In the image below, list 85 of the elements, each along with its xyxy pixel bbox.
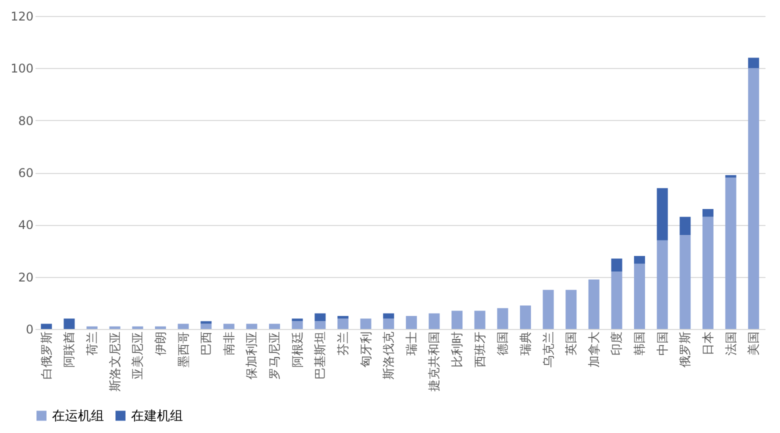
bar (702, 209, 714, 217)
bar (314, 321, 326, 329)
y-tick-label: 20 (18, 270, 34, 284)
x-tick-label: 法国 (724, 332, 738, 356)
bar (132, 326, 144, 329)
x-tick-label: 斯洛伐克 (382, 332, 396, 380)
bar (680, 216, 691, 236)
bar (223, 324, 234, 329)
x-tick-label: 瑞士 (404, 332, 418, 356)
y-tick-label: 100 (10, 62, 34, 76)
bar (542, 290, 554, 329)
bar (292, 321, 303, 329)
x-tick-label: 比利时 (450, 332, 464, 368)
legend-label: 在建机组 (131, 408, 183, 424)
bar (748, 68, 760, 329)
x-tick-label: 芬兰 (336, 332, 350, 356)
x-tick-label: 捷克共和国 (427, 332, 442, 392)
x-tick-label: 墨西哥 (176, 332, 190, 368)
bar (64, 318, 75, 329)
x-tick-label: 德国 (496, 332, 510, 356)
x-tick-label: 荷兰 (85, 332, 100, 356)
x-tick-label: 伊朗 (153, 332, 168, 356)
bar (200, 321, 212, 324)
bar (337, 316, 348, 319)
bar (566, 290, 577, 329)
bar (725, 175, 736, 178)
x-tick-label: 印度 (610, 332, 624, 356)
bar (520, 306, 531, 329)
y-tick-label: 60 (18, 166, 34, 180)
bar (702, 216, 714, 329)
x-tick-label: 韩国 (632, 332, 647, 356)
y-tick-label: 40 (18, 218, 34, 232)
x-tick-label: 巴基斯坦 (313, 332, 328, 380)
bar (748, 58, 760, 68)
bar (383, 318, 394, 329)
x-tick-label: 保加利亚 (244, 332, 259, 380)
bar (428, 313, 440, 329)
x-tick-label: 瑞典 (518, 332, 532, 356)
x-tick-label: 美国 (746, 332, 761, 356)
x-tick-label: 中国 (655, 332, 670, 356)
x-tick-label: 南非 (222, 332, 236, 356)
bar (452, 310, 463, 329)
bar (40, 324, 52, 329)
x-tick-label: 俄罗斯 (678, 332, 692, 368)
x-tick-label: 日本 (700, 332, 715, 356)
x-tick-label: 巴西 (199, 332, 214, 356)
x-tick-label: 西班牙 (472, 332, 487, 368)
x-tick-label: 阿联酋 (62, 332, 76, 368)
bar (680, 235, 691, 329)
bar (611, 258, 622, 272)
bar (406, 316, 417, 329)
bar (611, 272, 622, 329)
bar (656, 188, 668, 240)
bar (246, 324, 258, 329)
bar (86, 326, 98, 329)
bar (314, 313, 326, 322)
x-tick-label: 亚美尼亚 (130, 332, 145, 380)
bar (497, 308, 508, 329)
y-tick-label: 0 (26, 322, 34, 336)
bar (383, 313, 394, 319)
x-tick-label: 匈牙利 (358, 332, 373, 368)
y-tick-label: 120 (10, 10, 34, 24)
y-tick-label: 80 (18, 114, 34, 128)
bar (292, 318, 303, 322)
x-tick-label: 英国 (564, 332, 578, 356)
x-tick-label: 加拿大 (586, 332, 601, 368)
x-tick-label: 白俄罗斯 (39, 332, 54, 380)
bar (634, 264, 646, 329)
bar (109, 326, 120, 329)
x-tick-label: 斯洛文尼亚 (108, 332, 122, 392)
legend-label: 在运机组 (52, 408, 104, 424)
bar (634, 256, 646, 264)
bar (178, 324, 189, 329)
bar (588, 279, 600, 329)
bar (725, 178, 736, 329)
x-tick-label: 阿根廷 (290, 332, 304, 368)
bar (656, 240, 668, 329)
bar (474, 310, 486, 329)
bar (337, 318, 348, 329)
bar (269, 324, 280, 329)
bar (200, 324, 212, 329)
bar (154, 326, 166, 329)
bar (360, 318, 372, 329)
x-tick-label: 罗马尼亚 (268, 332, 282, 380)
x-tick-label: 乌克兰 (541, 332, 556, 368)
